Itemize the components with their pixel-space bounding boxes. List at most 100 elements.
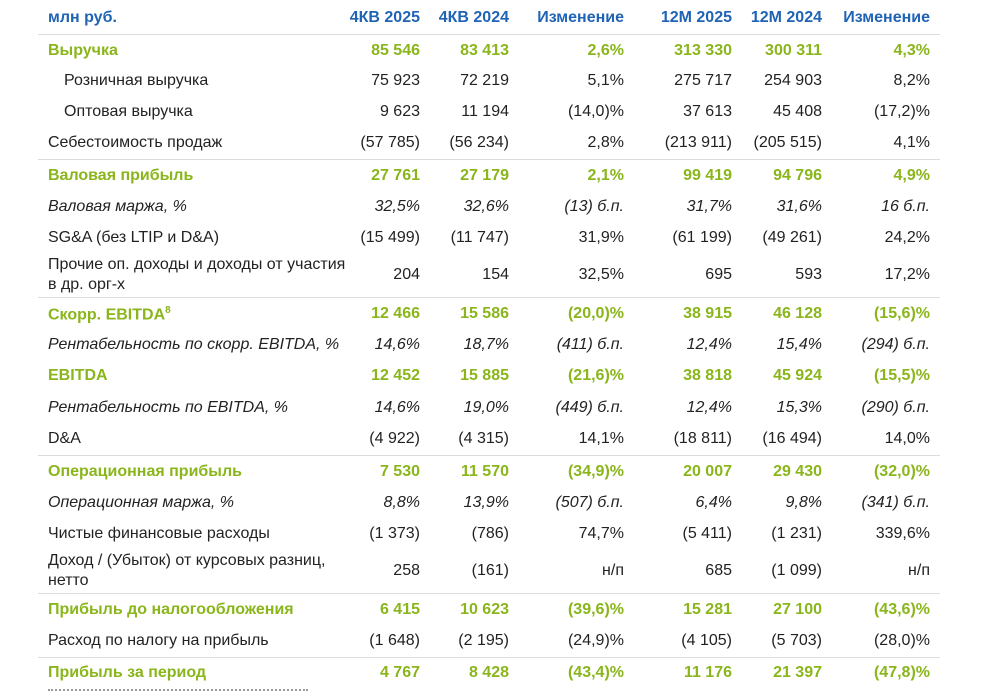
- row-value: 254 903: [764, 72, 822, 89]
- row-label: Скорр. EBITDA8: [48, 305, 171, 324]
- row-value: (18 811): [673, 430, 732, 447]
- row-value: (213 911): [664, 134, 732, 151]
- row-value: 13,9%: [463, 494, 509, 511]
- row-value: (507) б.п.: [555, 494, 625, 511]
- row-value: 12 452: [371, 367, 420, 384]
- col-header: Изменение: [537, 9, 624, 26]
- row-value: 12,4%: [686, 336, 732, 353]
- row-value: (5 411): [682, 525, 732, 542]
- row-value: 8,2%: [893, 72, 930, 89]
- row-value: (15,5)%: [873, 367, 930, 384]
- row-value: 19,0%: [463, 399, 509, 416]
- row-value: (61 199): [672, 229, 732, 246]
- row-value: 20 007: [683, 463, 732, 480]
- row-value: (2 195): [458, 632, 509, 649]
- row-value: 15 281: [683, 601, 732, 618]
- row-value: (20,0)%: [567, 305, 624, 322]
- row-value: 75 923: [371, 72, 420, 89]
- table-row: Рентабельность по скорр. EBITDA, % 14,6%…: [38, 330, 940, 361]
- row-value: 2,8%: [587, 134, 624, 151]
- row-value: 45 408: [773, 103, 822, 120]
- row-value: 4,3%: [893, 42, 930, 59]
- row-value: 27 761: [371, 167, 420, 184]
- table-row: Оптовая выручка 9 623 11 194 (14,0)% 37 …: [38, 97, 940, 128]
- row-value: (15 499): [360, 229, 420, 246]
- table-row: Рентабельность по EBITDA, % 14,6% 19,0% …: [38, 393, 940, 424]
- table-row: Прибыль до налогообложения 6 415 10 623 …: [38, 593, 940, 626]
- row-value: 17,2%: [884, 266, 930, 283]
- col-header: 4КВ 2025: [349, 9, 420, 26]
- row-value: (57 785): [360, 134, 420, 151]
- row-label: EBITDA: [48, 367, 108, 384]
- row-value: н/п: [908, 562, 930, 579]
- row-label: Валовая маржа, %: [48, 198, 187, 215]
- table-row: Валовая маржа, % 32,5% 32,6% (13) б.п. 3…: [38, 192, 940, 223]
- row-value: 31,7%: [686, 198, 732, 215]
- row-value: (4 315): [458, 430, 509, 447]
- row-value: (341) б.п.: [861, 494, 931, 511]
- row-value: (14,0)%: [567, 103, 624, 120]
- row-value: (205 515): [753, 134, 823, 151]
- row-value: (43,4)%: [567, 664, 624, 681]
- row-value: 6,4%: [695, 494, 732, 511]
- row-value: 32,5%: [374, 198, 420, 215]
- row-value: 85 546: [371, 42, 420, 59]
- row-label: Операционная маржа, %: [48, 494, 234, 511]
- row-value: 72 219: [460, 72, 509, 89]
- row-value: 31,9%: [578, 229, 624, 246]
- row-value: 16 б.п.: [881, 198, 930, 215]
- table-row: Чистые финансовые расходы (1 373) (786) …: [38, 519, 940, 550]
- row-label: D&A: [48, 430, 81, 447]
- row-value: 37 613: [683, 103, 732, 120]
- row-value: (47,8)%: [873, 664, 930, 681]
- table-row: Операционная маржа, % 8,8% 13,9% (507) б…: [38, 488, 940, 519]
- row-value: 32,6%: [463, 198, 509, 215]
- row-label-text: Скорр. EBITDA: [48, 306, 166, 324]
- footnote-marker: 8: [165, 305, 171, 316]
- row-value: 94 796: [773, 167, 822, 184]
- row-value: 8 428: [468, 664, 509, 681]
- row-value: (28,0)%: [873, 632, 930, 649]
- row-value: 27 100: [773, 601, 822, 618]
- row-value: 31,6%: [776, 198, 822, 215]
- row-value: (1 231): [771, 525, 822, 542]
- row-label: Оптовая выручка: [64, 103, 193, 120]
- row-label: SG&A (без LTIP и D&A): [48, 229, 220, 246]
- row-value: 14,1%: [578, 430, 624, 447]
- table-row: Себестоимость продаж (57 785) (56 234) 2…: [38, 128, 940, 159]
- row-value: 4 767: [379, 664, 420, 681]
- financial-results-table: млн руб. 4КВ 2025 4КВ 2024 Изменение 12М…: [38, 0, 940, 690]
- row-value: 99 419: [683, 167, 732, 184]
- table-row: Выручка 85 546 83 413 2,6% 313 330 300 3…: [38, 34, 940, 66]
- row-value: (161): [471, 562, 509, 579]
- col-header: 4КВ 2024: [438, 9, 509, 26]
- row-value: 12 466: [371, 305, 420, 322]
- row-value: (43,6)%: [873, 601, 930, 618]
- unit-label: млн руб.: [48, 9, 117, 26]
- row-value: (32,0)%: [873, 463, 930, 480]
- table-row: Прибыль за период 4 767 8 428 (43,4)% 11…: [38, 657, 940, 690]
- row-label: Прибыль до налогообложения: [48, 601, 294, 618]
- row-value: (1 373): [369, 525, 420, 542]
- row-value: 593: [795, 266, 822, 283]
- row-label: Выручка: [48, 42, 118, 59]
- table-row: D&A (4 922) (4 315) 14,1% (18 811) (16 4…: [38, 424, 940, 455]
- row-value: 46 128: [773, 305, 822, 322]
- table-row: EBITDA 12 452 15 885 (21,6)% 38 818 45 9…: [38, 361, 940, 393]
- row-value: (11 747): [450, 229, 509, 246]
- row-value: 313 330: [674, 42, 732, 59]
- row-value: 4,1%: [893, 134, 930, 151]
- row-value: (49 261): [762, 229, 822, 246]
- row-value: (1 648): [369, 632, 420, 649]
- row-value: (294) б.п.: [861, 336, 931, 353]
- row-value: 12,4%: [686, 399, 732, 416]
- row-value: 38 915: [683, 305, 732, 322]
- row-value: 15 885: [460, 367, 509, 384]
- row-label: Рентабельность по скорр. EBITDA, %: [48, 336, 340, 353]
- row-label: Прибыль за период: [48, 664, 207, 681]
- row-value: 154: [482, 266, 509, 283]
- table-row: Прочие оп. доходы и доходы от участия в …: [38, 254, 940, 297]
- table-row: Скорр. EBITDA8 12 466 15 586 (20,0)% 38 …: [38, 297, 940, 330]
- row-value: 15 586: [460, 305, 509, 322]
- row-value: 29 430: [773, 463, 822, 480]
